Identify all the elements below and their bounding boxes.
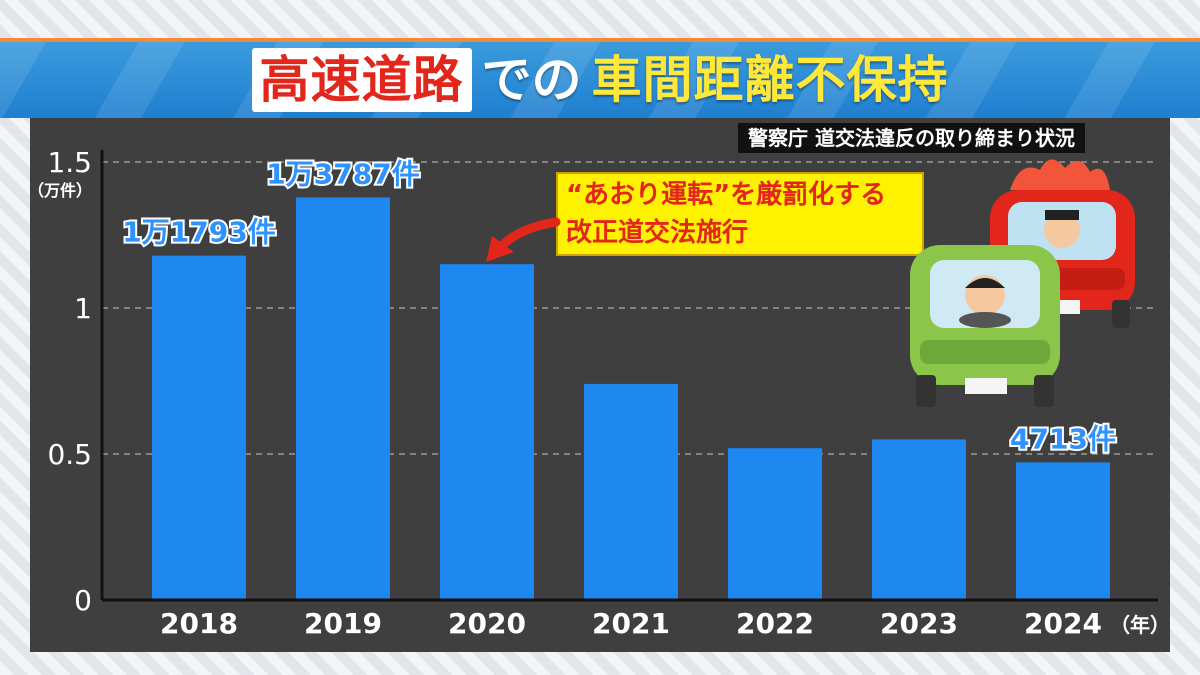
x-tick-label: 2023 — [880, 607, 958, 640]
y-tick-label: 1.5 — [47, 146, 92, 179]
green-car-icon — [910, 245, 1060, 407]
callout-box: “あおり運転”を厳罰化する 改正道交法施行 — [556, 172, 924, 256]
data-label-2018: 1万1793件 — [122, 216, 275, 249]
y-tick-label: 0.5 — [47, 438, 92, 471]
x-tick-label: 2024 — [1024, 607, 1102, 640]
bar-2023 — [872, 439, 966, 600]
data-label-2024: 4713件 — [1010, 422, 1116, 455]
x-tick-label: 2020 — [448, 607, 526, 640]
x-tick-label: 2022 — [736, 607, 814, 640]
callout-line-1: “あおり運転”を厳罰化する — [566, 180, 887, 210]
source-label: 警察庁 道交法違反の取り締まり状況 — [738, 123, 1085, 153]
bar-2024 — [1016, 462, 1110, 600]
y-tick-label: 1 — [74, 292, 92, 325]
bar-2021 — [584, 383, 678, 600]
title-banner: 高速道路 での 車間距離不保持 — [0, 38, 1200, 118]
callout-line-2: 改正道交法施行 — [566, 218, 749, 248]
tailgating-cars-illustration — [910, 159, 1135, 407]
title-middle: での — [481, 51, 582, 109]
bar-2022 — [728, 448, 822, 600]
data-label-2019: 1万3787件 — [266, 157, 419, 190]
page-title: 高速道路 での 車間距離不保持 — [0, 42, 1200, 118]
x-tick-label: 2018 — [160, 607, 238, 640]
y-tick-label: 0 — [74, 584, 92, 617]
bar-2019 — [296, 197, 390, 600]
y-axis-unit-label: （万件） — [28, 181, 92, 200]
bar-2018 — [152, 255, 246, 600]
x-tick-label: 2019 — [304, 607, 382, 640]
x-axis-unit-label: （年） — [1110, 613, 1170, 637]
x-tick-label: 2021 — [592, 607, 670, 640]
title-main: 車間距離不保持 — [591, 51, 949, 109]
title-highlight: 高速道路 — [251, 48, 472, 112]
bar-2020 — [440, 264, 534, 600]
